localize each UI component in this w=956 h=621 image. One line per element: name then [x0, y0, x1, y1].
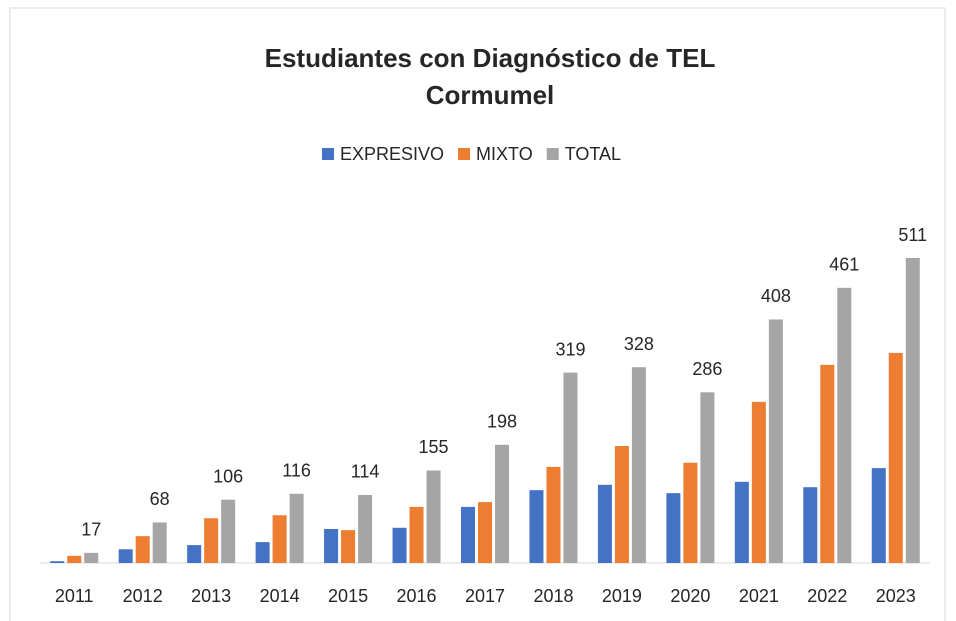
legend-label: EXPRESIVO — [340, 144, 444, 164]
bar — [118, 549, 133, 563]
bar — [204, 518, 219, 563]
x-tick-label: 2022 — [807, 586, 847, 606]
legend-label: TOTAL — [565, 144, 621, 164]
bar — [734, 481, 749, 563]
bar — [803, 487, 818, 563]
bar — [905, 258, 920, 563]
data-label: 328 — [624, 334, 654, 354]
legend-label: MIXTO — [476, 144, 533, 164]
bar — [255, 542, 270, 563]
data-label: 198 — [487, 412, 517, 432]
bar — [152, 522, 167, 563]
bar — [221, 499, 236, 563]
data-label: 106 — [213, 466, 243, 486]
chart-title: Cormumel — [426, 80, 555, 110]
data-label: 155 — [419, 437, 449, 457]
x-tick-label: 2016 — [397, 586, 437, 606]
bar — [546, 466, 561, 563]
bar — [888, 352, 903, 563]
bar — [751, 401, 766, 563]
bar — [461, 506, 475, 563]
data-label: 114 — [351, 462, 380, 482]
chart-frame — [9, 7, 946, 621]
x-tick-label: 2018 — [533, 586, 573, 606]
bar — [768, 319, 783, 563]
x-tick-label: 2020 — [670, 586, 710, 606]
x-tick-label: 2014 — [260, 586, 300, 606]
bar — [409, 506, 424, 563]
bar — [700, 392, 715, 563]
bar — [820, 364, 835, 563]
bar — [187, 545, 202, 563]
data-label: 319 — [555, 339, 585, 359]
data-label: 286 — [692, 359, 722, 379]
x-tick-label: 2015 — [328, 586, 368, 606]
bar — [341, 530, 356, 563]
chart-title: Estudiantes con Diagnóstico de TEL — [265, 43, 716, 73]
bar — [324, 528, 339, 563]
data-label: 511 — [898, 225, 927, 245]
x-tick-label: 2013 — [191, 586, 231, 606]
bar — [683, 462, 698, 563]
x-tick-label: 2017 — [465, 586, 505, 606]
bar — [837, 287, 852, 563]
bar — [529, 490, 544, 563]
legend-swatch — [458, 148, 471, 160]
legend-swatch — [322, 148, 334, 160]
bar — [614, 446, 629, 563]
bar — [272, 515, 287, 563]
bar — [631, 367, 646, 563]
x-tick-label: 2023 — [876, 586, 916, 606]
bar — [289, 493, 304, 563]
bar — [426, 470, 441, 563]
bar — [84, 552, 99, 563]
bar — [666, 493, 681, 563]
legend-swatch — [546, 148, 559, 160]
bar — [50, 561, 65, 563]
data-label: 408 — [761, 286, 791, 306]
data-label: 68 — [150, 489, 170, 509]
bar — [392, 527, 407, 563]
x-tick-label: 2011 — [55, 586, 94, 606]
bar — [478, 502, 492, 563]
x-tick-label: 2021 — [739, 586, 779, 606]
data-label: 461 — [829, 255, 859, 275]
x-tick-label: 2019 — [602, 586, 642, 606]
bar — [871, 468, 886, 563]
bar — [597, 484, 612, 563]
bar — [358, 494, 373, 563]
data-label: 17 — [81, 520, 101, 540]
bar — [135, 536, 150, 563]
bar — [563, 372, 578, 563]
bar — [495, 444, 509, 563]
x-tick-label: 2012 — [123, 586, 163, 606]
bar — [67, 555, 82, 563]
data-label: 116 — [282, 461, 311, 481]
